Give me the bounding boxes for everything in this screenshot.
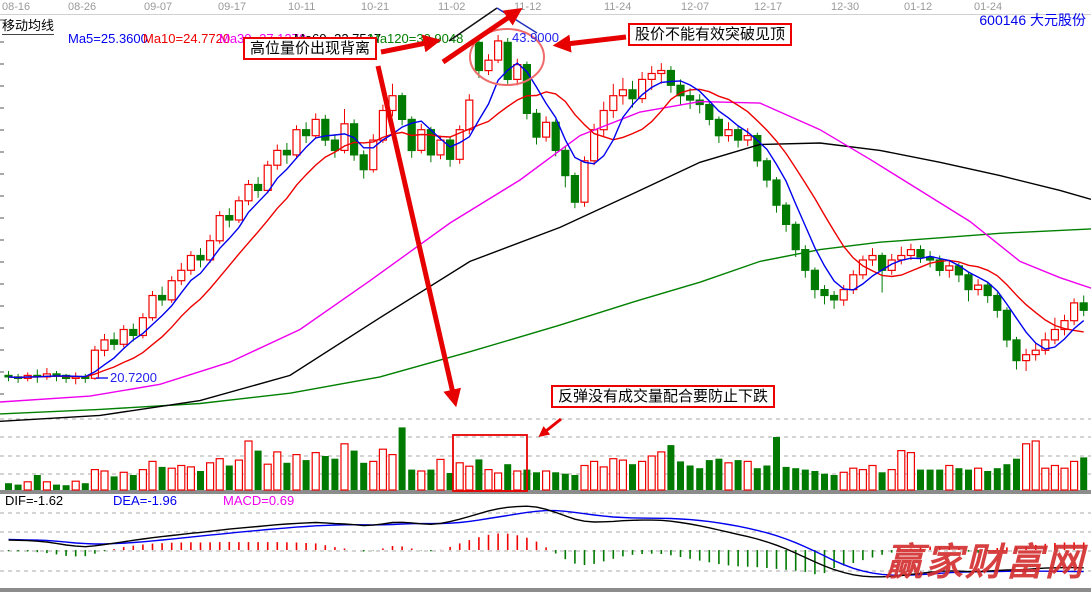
macd-value-label: DIF=-1.62: [5, 493, 64, 508]
date-label: 12-17: [754, 1, 783, 13]
date-label: 11-24: [604, 1, 632, 13]
date-label: 09-07: [144, 1, 173, 13]
peak-price-label: 43.9000: [512, 30, 559, 45]
date-axis: 08-16 08-26 09-07 09-17 10-11 10-21 11-02 11-12…: [0, 0, 1091, 15]
stock-id-label[interactable]: 600146 大元股份: [979, 12, 1086, 28]
annotation-box-divergence: 高位量价出现背离: [243, 37, 378, 60]
date-label: 12-07: [681, 1, 710, 13]
macd-value-label: MACD=0.69: [223, 493, 295, 508]
date-label: 10-11: [288, 1, 316, 13]
date-label: 10-21: [361, 1, 390, 13]
date-label: 01-12: [904, 1, 933, 13]
date-label: 09-17: [218, 1, 247, 13]
date-label: 12-30: [831, 1, 860, 13]
date-label: 11-02: [438, 1, 466, 13]
watermark: 赢家财富网: [884, 539, 1085, 584]
annotation-box-volume: 反弹没有成交量配合要防止下跌: [551, 385, 776, 408]
date-label: 08-26: [68, 1, 97, 13]
ma-value-label: Ma10=24.7720: [143, 31, 231, 46]
macd-value-label: DEA=-1.96: [113, 493, 177, 508]
indicator-pane-label[interactable]: 移动均线: [2, 15, 55, 35]
date-label: 01-24: [974, 1, 1003, 13]
left-price-label: 20.7200: [110, 370, 157, 385]
ma-value-label: Ma5=25.3600: [68, 31, 148, 46]
date-label: 08-16: [2, 1, 31, 13]
annotation-box-top: 股价不能有效突破见顶: [628, 23, 793, 46]
